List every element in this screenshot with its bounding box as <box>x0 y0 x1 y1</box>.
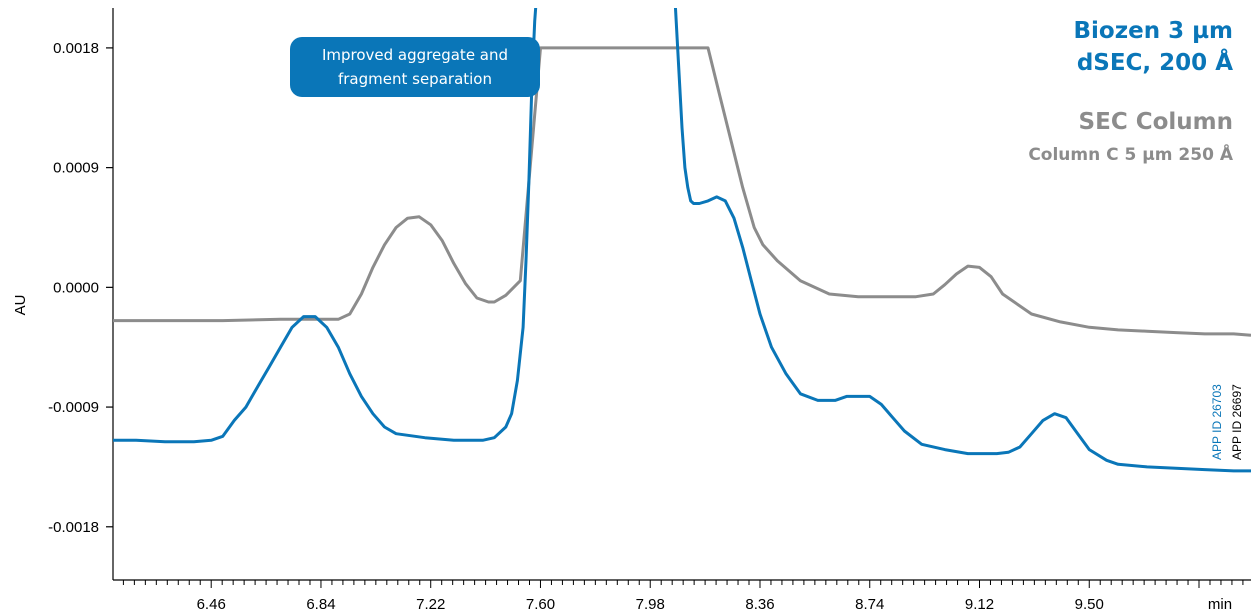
annotation-line-2: fragment separation <box>338 70 492 88</box>
y-tick-label: 0.0000 <box>53 279 99 296</box>
series-line-biozen <box>113 8 1251 473</box>
y-tick-label: -0.0009 <box>48 399 99 416</box>
x-tick-label: 8.36 <box>745 596 774 613</box>
y-tick-label: 0.0009 <box>53 160 99 177</box>
series-line-sec-column <box>113 46 1251 337</box>
x-tick-label: 9.12 <box>965 596 994 613</box>
y-axis-ticks: 0.0018 0.0009 0.0000 -0.0009 -0.0018 <box>48 40 113 536</box>
x-tick-label: 7.98 <box>636 596 665 613</box>
legend: Biozen 3 µm dSEC, 200 Å SEC Column Colum… <box>1028 18 1234 165</box>
legend-sec-column-subtitle: Column C 5 µm 250 Å <box>1028 142 1234 165</box>
y-tick-label: -0.0018 <box>48 519 99 536</box>
annotation-box <box>290 37 540 97</box>
y-tick-label: 0.0018 <box>53 40 99 57</box>
annotation-line-1: Improved aggregate and <box>322 46 508 64</box>
x-tick-label: 7.22 <box>416 596 445 613</box>
app-id-black: APP ID 26697 <box>1230 384 1244 460</box>
x-tick-label: 6.84 <box>306 596 335 613</box>
x-tick-label: 8.74 <box>855 596 884 613</box>
legend-biozen-line-2: dSEC, 200 Å <box>1077 48 1233 76</box>
x-axis-ticks: 6.46 6.84 7.22 7.60 7.98 8.36 8.74 9.12 9.50 <box>122 580 1244 613</box>
x-tick-label: 7.60 <box>526 596 555 613</box>
y-axis-title: AU <box>12 295 29 316</box>
app-id-blue: APP ID 26703 <box>1210 384 1224 460</box>
legend-biozen-line-1: Biozen 3 µm <box>1074 18 1233 44</box>
x-tick-label: 9.50 <box>1075 596 1104 613</box>
annotation-callout: Improved aggregate and fragment separati… <box>290 37 540 97</box>
x-axis-unit-label: min <box>1208 596 1232 613</box>
x-tick-label: 6.46 <box>197 596 226 613</box>
legend-sec-column-title: SEC Column <box>1079 109 1233 135</box>
